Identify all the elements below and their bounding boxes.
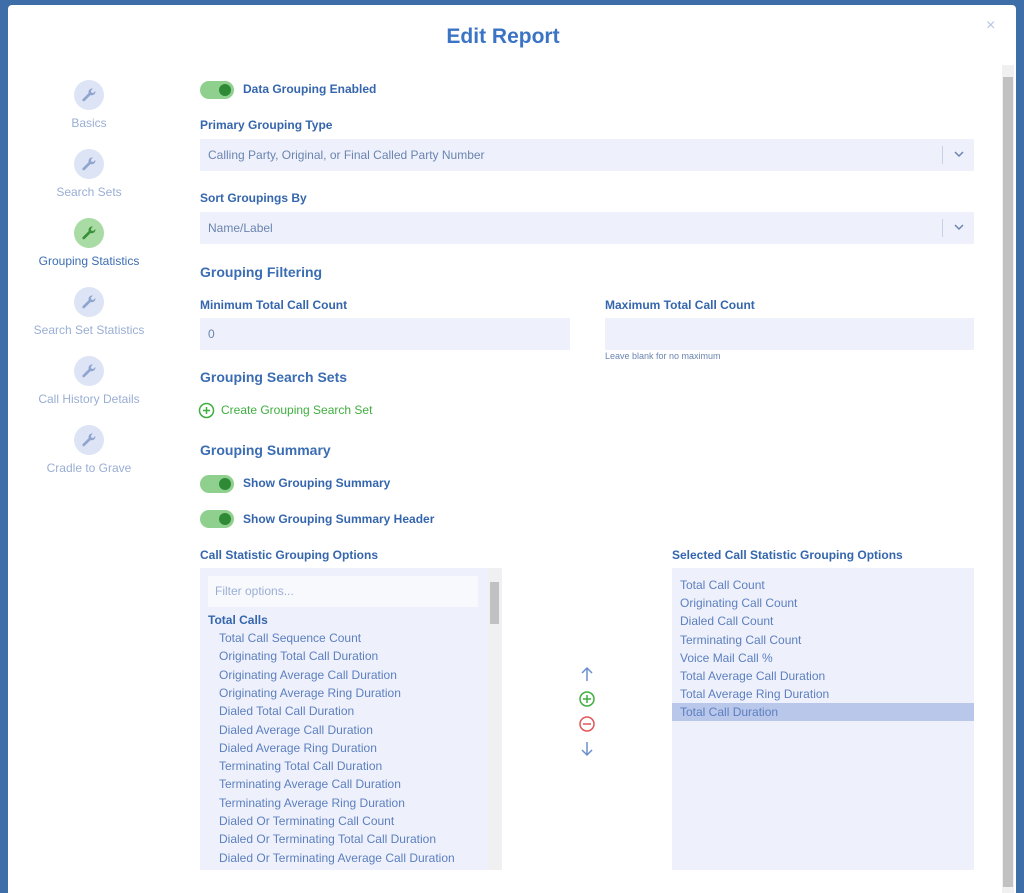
option[interactable]: Originating Average Call Duration <box>219 667 397 682</box>
modal-title: Edit Report <box>446 25 560 48</box>
nav-icon[interactable] <box>74 425 104 455</box>
close-button[interactable]: × <box>986 17 996 34</box>
selected-list: Total Call Count Originating Call Count Di… <box>672 568 974 870</box>
selected-option[interactable]: Total Average Ring Duration <box>680 687 830 702</box>
field-label: Minimum Total Call Count <box>200 298 348 312</box>
hint: Leave blank for no maximum <box>605 351 721 361</box>
option[interactable]: Dialed Or Terminating Average Call Durat… <box>219 850 455 865</box>
create-link[interactable]: Create Grouping Search Set <box>221 403 373 417</box>
option[interactable]: Terminating Total Call Duration <box>219 759 383 774</box>
option[interactable]: Originating Average Ring Duration <box>219 685 401 700</box>
select-value: Name/Label <box>208 221 273 235</box>
option[interactable]: Dialed Average Ring Duration <box>219 740 377 755</box>
option[interactable]: Dialed Average Call Duration <box>219 722 373 737</box>
nav-label[interactable]: Cradle to Grave <box>46 461 132 475</box>
toggle[interactable] <box>200 81 234 99</box>
nav-label[interactable]: Grouping Statistics <box>38 254 140 268</box>
nav-icon[interactable] <box>74 149 104 179</box>
nav-label[interactable]: Call History Details <box>38 392 140 406</box>
nav-icon[interactable] <box>74 80 104 110</box>
plus-icon <box>198 402 215 419</box>
nav-icon[interactable] <box>74 287 104 317</box>
section-heading: Grouping Filtering <box>200 264 323 280</box>
option[interactable]: Dialed Or Terminating Average Ring Durat… <box>219 869 459 870</box>
toggle[interactable] <box>200 510 234 528</box>
field-label: Primary Grouping Type <box>200 118 333 132</box>
field-label: Sort Groupings By <box>200 191 307 205</box>
option[interactable]: Total Call Sequence Count <box>219 631 362 645</box>
nav-label[interactable]: Search Sets <box>56 185 122 199</box>
toggle-label: Show Grouping Summary <box>243 476 391 490</box>
modal-scrollbar <box>1002 65 1014 893</box>
input-value: 0 <box>208 327 215 341</box>
option[interactable]: Terminating Average Call Duration <box>219 777 401 792</box>
field-label: Call Statistic Grouping Options <box>200 548 379 562</box>
select[interactable]: Calling Party, Original, or Final Called… <box>200 139 974 171</box>
input[interactable]: 0 <box>200 318 570 350</box>
selected-option[interactable]: Dialed Call Count <box>680 614 774 629</box>
field-label: Selected Call Statistic Grouping Options <box>672 548 903 562</box>
select-value: Calling Party, Original, or Final Called… <box>208 148 485 162</box>
section-heading: Grouping Summary <box>200 442 331 458</box>
selected-option[interactable]: Terminating Call Count <box>680 632 802 647</box>
modal: Edit Report × Data Grouping Enabled Prim… <box>8 5 1016 893</box>
nav-label[interactable]: Search Set Statistics <box>33 323 145 337</box>
selected-option[interactable]: Voice Mail Call % <box>680 650 773 665</box>
toggle-label: Show Grouping Summary Header <box>243 512 435 526</box>
scrollbar <box>488 568 501 870</box>
nav-icon[interactable] <box>74 356 104 386</box>
toggle[interactable] <box>200 475 234 493</box>
option-group: Total Calls <box>208 613 268 627</box>
option[interactable]: Terminating Average Ring Duration <box>219 795 405 810</box>
filter-input[interactable]: Filter options... <box>208 576 478 607</box>
options-list: Filter options... Total Calls Total Call… <box>200 568 502 870</box>
transfer-buttons <box>579 666 595 757</box>
toggle-label: Data Grouping Enabled <box>243 82 377 96</box>
input[interactable] <box>605 318 974 350</box>
selected-option[interactable]: Originating Call Count <box>680 596 798 611</box>
section-heading: Grouping Search Sets <box>200 369 348 385</box>
selected-option[interactable]: Total Average Call Duration <box>680 669 826 683</box>
option[interactable]: Dialed Total Call Duration <box>219 704 355 719</box>
selected-option[interactable]: Total Call Count <box>680 578 765 592</box>
selected-option[interactable]: Total Call Duration <box>672 703 974 722</box>
option[interactable]: Originating Total Call Duration <box>219 649 379 664</box>
field-label: Maximum Total Call Count <box>605 298 755 312</box>
nav-label[interactable]: Basics <box>71 116 107 130</box>
select[interactable]: Name/Label <box>200 212 974 244</box>
placeholder: Filter options... <box>215 584 294 598</box>
option[interactable]: Dialed Or Terminating Call Count <box>219 814 395 828</box>
option[interactable]: Dialed Or Terminating Total Call Duratio… <box>219 832 436 847</box>
nav-icon[interactable] <box>74 218 104 248</box>
